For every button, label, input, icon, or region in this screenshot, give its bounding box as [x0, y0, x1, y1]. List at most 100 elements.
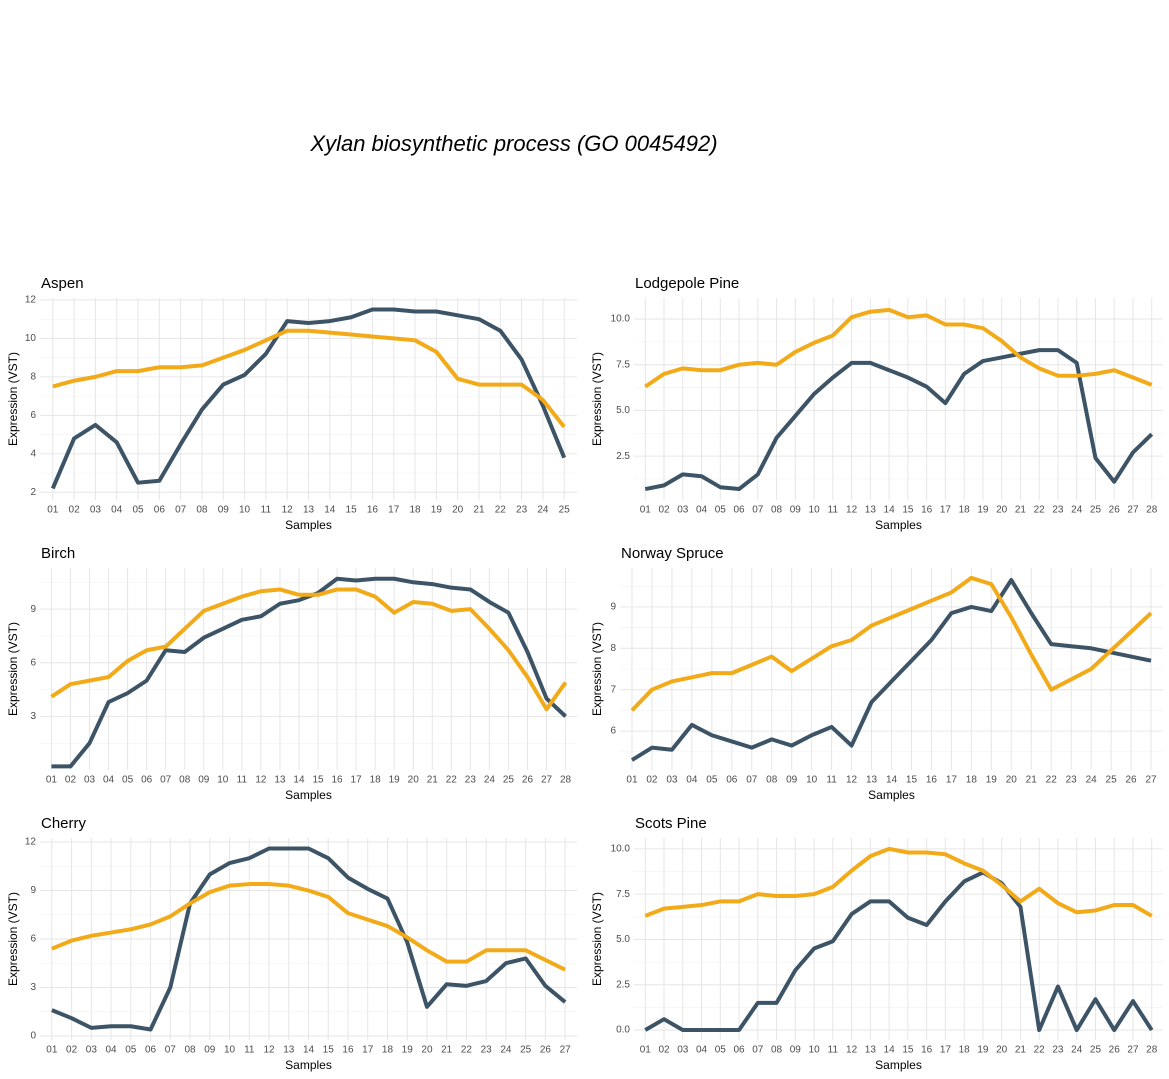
y-tick-label: 0.0 [616, 1025, 630, 1036]
y-tick-label: 2.5 [616, 979, 630, 990]
x-tick-label: 21 [473, 505, 485, 516]
x-tick-label: 01 [640, 1045, 652, 1056]
x-tick-label: 11 [261, 505, 272, 516]
panel: 6 7 8 9 01 02 03 04 05 06 07 08 09 10 11 12 13 14 15 16 17 18… [590, 545, 1163, 802]
x-tick-label: 02 [65, 775, 77, 786]
x-tick-label: 09 [198, 775, 210, 786]
x-tick-label: 03 [677, 505, 689, 516]
x-tick-label: 10 [806, 775, 818, 786]
x-tick-label: 20 [421, 1045, 433, 1056]
x-tick-label: 16 [367, 505, 379, 516]
y-tick-label: 9 [610, 602, 616, 613]
x-tick-label: 14 [884, 1045, 896, 1056]
x-tick-label: 22 [1046, 775, 1058, 786]
y-tick-label: 6 [30, 410, 36, 421]
x-tick-label: 24 [500, 1045, 512, 1056]
x-tick-label: 22 [1034, 1045, 1046, 1056]
x-tick-label: 01 [626, 775, 638, 786]
x-axis-title: Samples [868, 788, 915, 802]
x-tick-label: 04 [103, 775, 115, 786]
y-axis-title: Expression (VST) [6, 352, 20, 446]
y-axis-title: Expression (VST) [590, 352, 604, 446]
x-tick-label: 10 [809, 1045, 821, 1056]
x-tick-label: 13 [303, 505, 315, 516]
x-tick-label: 27 [560, 1045, 572, 1056]
x-tick-label: 23 [481, 1045, 493, 1056]
panel-title: Scots Pine [635, 815, 707, 832]
x-tick-label: 20 [452, 505, 464, 516]
x-tick-label: 27 [1145, 775, 1157, 786]
y-tick-label: 12 [25, 837, 37, 848]
panel-title: Cherry [41, 815, 87, 832]
x-tick-label: 28 [1146, 505, 1158, 516]
x-tick-label: 05 [132, 505, 144, 516]
x-tick-label: 02 [658, 505, 670, 516]
x-axis-title: Samples [875, 1058, 922, 1072]
x-tick-label: 23 [1052, 1045, 1064, 1056]
x-tick-label: 02 [646, 775, 658, 786]
y-tick-label: 9 [30, 604, 36, 615]
x-tick-label: 13 [865, 1045, 877, 1056]
x-tick-label: 20 [996, 1045, 1008, 1056]
x-tick-label: 28 [560, 775, 572, 786]
x-tick-label: 03 [84, 775, 96, 786]
x-tick-label: 14 [324, 505, 336, 516]
x-tick-label: 17 [940, 505, 952, 516]
x-tick-label: 25 [503, 775, 515, 786]
x-tick-label: 12 [255, 775, 267, 786]
x-tick-label: 07 [160, 775, 172, 786]
x-tick-label: 09 [790, 505, 802, 516]
x-tick-label: 11 [244, 1045, 255, 1056]
panel-title: Lodgepole Pine [635, 275, 739, 292]
x-tick-label: 08 [766, 775, 778, 786]
panel: 2.5 5.0 7.5 10.0 01 02 03 04 05 06 07 08 09 10 11 12 13 1… [590, 275, 1163, 532]
x-tick-label: 08 [184, 1045, 196, 1056]
x-tick-label: 19 [977, 505, 989, 516]
x-tick-label: 13 [865, 505, 877, 516]
x-tick-label: 16 [921, 1045, 933, 1056]
series-line [51, 882, 567, 972]
y-tick-label: 8 [610, 643, 616, 654]
series-line [50, 307, 567, 490]
x-tick-label: 06 [141, 775, 153, 786]
series-line [52, 328, 566, 429]
figure-title: Xylan biosynthetic process (GO 0045492) [309, 131, 717, 156]
x-tick-label: 11 [826, 775, 837, 786]
x-tick-label: 21 [1015, 1045, 1027, 1056]
x-tick-label: 19 [977, 1045, 989, 1056]
y-tick-label: 7.5 [616, 359, 630, 370]
x-tick-label: 06 [733, 505, 745, 516]
x-tick-label: 10 [224, 1045, 236, 1056]
x-tick-label: 15 [323, 1045, 335, 1056]
x-tick-label: 18 [959, 1045, 971, 1056]
x-tick-label: 26 [1109, 1045, 1121, 1056]
y-axis-title: Expression (VST) [6, 622, 20, 716]
x-tick-label: 12 [282, 505, 294, 516]
x-tick-label: 19 [389, 775, 401, 786]
x-tick-label: 26 [540, 1045, 552, 1056]
x-tick-label: 12 [846, 505, 858, 516]
x-tick-label: 17 [351, 775, 363, 786]
x-tick-label: 21 [1026, 775, 1038, 786]
x-tick-label: 24 [1071, 1045, 1083, 1056]
x-tick-label: 05 [122, 775, 134, 786]
x-tick-label: 25 [1090, 505, 1102, 516]
y-tick-label: 10.0 [611, 314, 631, 325]
x-tick-label: 20 [996, 505, 1008, 516]
y-tick-label: 4 [30, 448, 36, 459]
x-tick-label: 27 [1127, 1045, 1139, 1056]
y-tick-label: 3 [30, 982, 36, 993]
y-tick-label: 6 [610, 726, 616, 737]
x-tick-label: 18 [382, 1045, 394, 1056]
x-tick-label: 15 [346, 505, 358, 516]
x-tick-label: 09 [218, 505, 230, 516]
x-tick-label: 02 [658, 1045, 670, 1056]
x-tick-label: 19 [402, 1045, 414, 1056]
x-tick-label: 05 [125, 1045, 137, 1056]
x-tick-label: 03 [677, 1045, 689, 1056]
x-tick-label: 19 [431, 505, 443, 516]
x-tick-label: 06 [733, 1045, 745, 1056]
x-tick-label: 22 [1034, 505, 1046, 516]
